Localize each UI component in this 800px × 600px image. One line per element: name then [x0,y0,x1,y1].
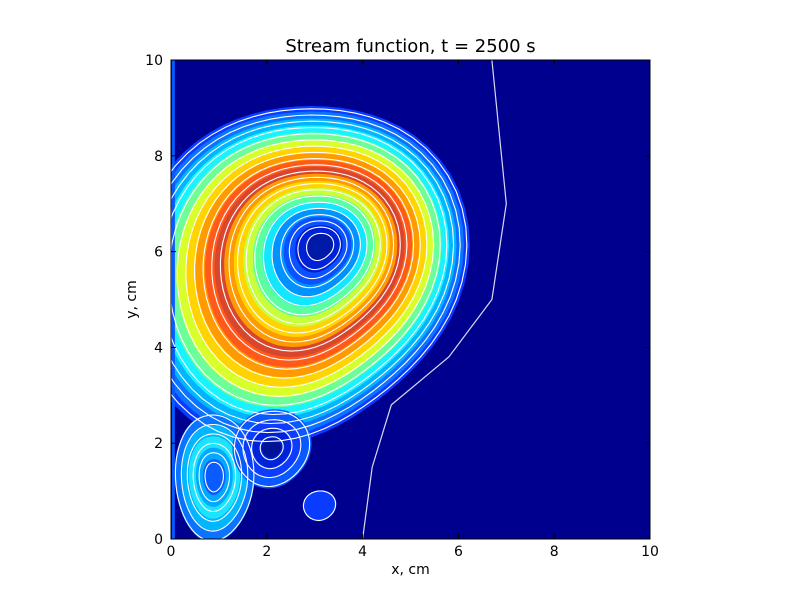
main-vortex-contour [171,120,455,425]
plot-frame [170,59,651,540]
x-tick-label: 4 [358,544,367,560]
x-tick-label: 8 [550,544,559,560]
x-tick-label: 2 [262,544,271,560]
lower-vortex-field-level [262,438,282,458]
chart-title: Stream function, t = 2500 s [285,36,535,57]
main-vortex-contour [211,164,408,361]
small-eddy-contour [302,490,337,521]
x-tick-label: 6 [454,544,463,560]
lower-vortex-contour [259,436,284,461]
main-vortex-contour [219,170,401,352]
left-cell-contour [174,414,255,539]
main-vortex-contour [171,114,461,434]
left-cell-contour [180,423,249,532]
y-tick-label: 4 [154,340,163,356]
main-vortex-field-level [306,233,334,261]
main-vortex-contour [228,176,395,343]
y-tick-label: 2 [154,436,163,452]
left-cell-contour [204,461,224,493]
left-cell-contour [186,433,243,522]
y-axis: 0 2 4 6 8 10 [145,53,650,548]
main-vortex-contour [245,189,381,325]
main-vortex-contour [237,182,388,334]
x-tick-label: 10 [641,544,659,560]
main-vortex-contour [306,232,335,262]
left-cell-contour [198,452,231,503]
x-axis: 0 2 4 6 8 10 [167,60,659,560]
lower-vortex-contour [233,410,311,488]
main-vortex-contour [171,133,441,406]
y-tick-label: 8 [154,149,163,165]
y-tick-label: 10 [145,53,163,69]
main-vortex-contour [202,158,415,370]
plot-area [170,59,651,540]
main-vortex-contour [176,139,435,397]
lower-vortex-contour [251,427,293,470]
main-vortex-contour [297,226,341,271]
main-vortex-contour [254,195,375,316]
y-tick-label: 6 [154,245,163,261]
main-vortex-contour [262,201,368,307]
x-tick-label: 0 [167,544,176,560]
main-vortex-contour [280,214,355,289]
stream-function-contours [171,60,507,539]
main-vortex-contour [288,220,348,280]
main-vortex-contour [185,145,428,388]
y-axis-label: y, cm [124,280,140,319]
main-vortex-contour [171,108,468,443]
left-cell-contour [192,442,237,513]
main-vortex-contour [271,207,361,298]
lower-vortex-contour [242,419,302,479]
main-vortex-contour [193,151,421,379]
x-axis-label: x, cm [391,562,430,578]
left-cell-field-level [203,459,226,496]
small-eddy-field-level [302,490,337,522]
separatrix-contour [362,60,507,539]
y-tick-label: 0 [154,532,163,548]
main-vortex-contour [171,126,448,416]
